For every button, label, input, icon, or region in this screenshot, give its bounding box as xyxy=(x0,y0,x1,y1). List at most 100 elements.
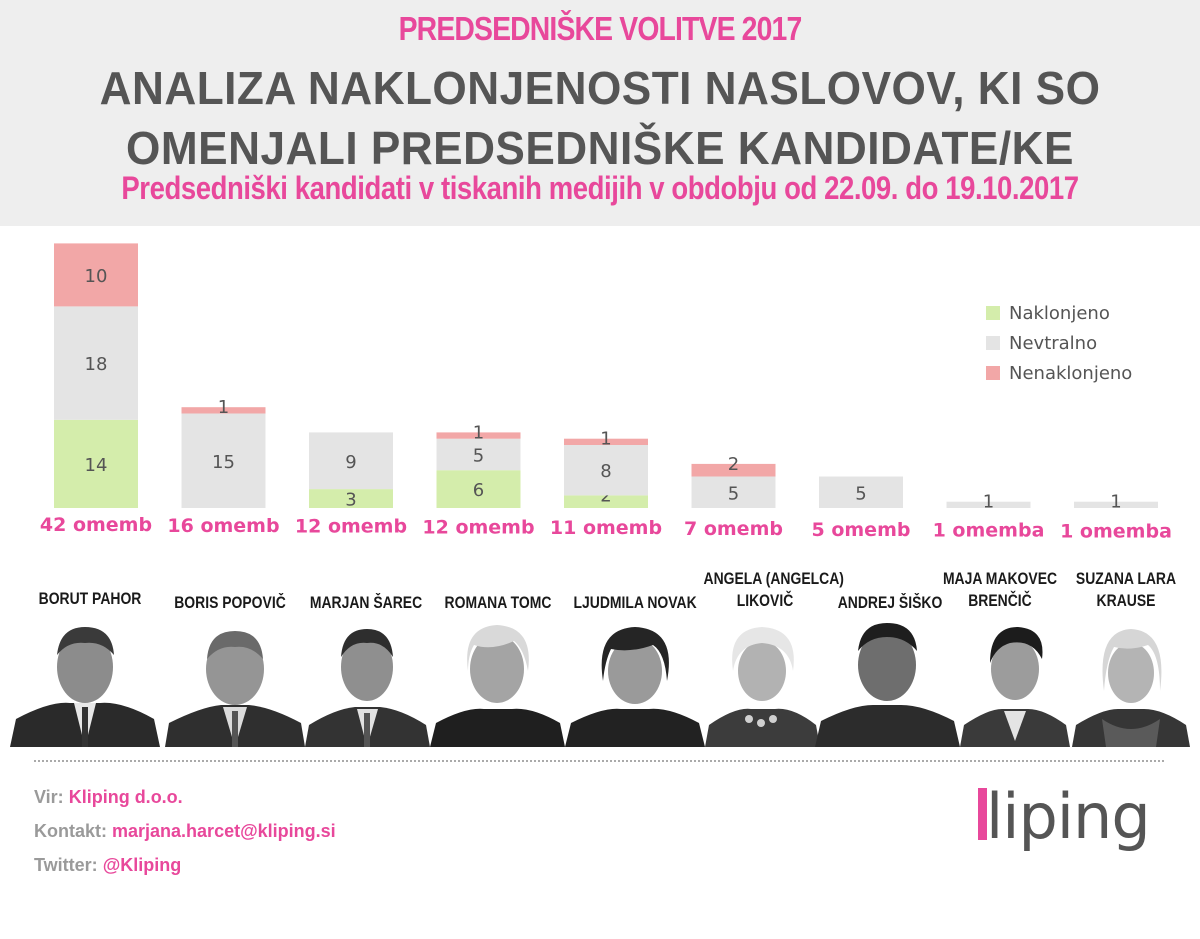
footer-divider xyxy=(34,760,1164,762)
candidate-name-line-1: BORIS POPOVIČ xyxy=(174,593,286,612)
bar-value-label: 5 xyxy=(855,483,866,504)
bar-value-label: 1 xyxy=(600,429,611,450)
bar-segment-nevtralno xyxy=(946,501,1031,508)
bar-value-label: 1 xyxy=(473,422,484,443)
candidate-name-line-1: BORUT PAHOR xyxy=(38,589,142,608)
bar-segment-nenaklonjeno xyxy=(691,463,776,477)
candidate-name-line-2: KRAUSE xyxy=(1096,591,1156,610)
candidate-name-line-1: ANGELA (ANGELCA) xyxy=(703,569,844,588)
supertitle: PREDSEDNIŠKE VOLITVE 2017 xyxy=(398,10,803,47)
bar-total-label: 1 omemba xyxy=(933,520,1045,542)
contact-email-link[interactable]: marjana.harcet@kliping.si xyxy=(112,821,336,841)
bar-value-label: 1 xyxy=(983,492,994,513)
bar-segment-nevtralno xyxy=(436,438,521,471)
candidate-name: LJUDMILA NOVAK xyxy=(574,592,697,614)
bar-value-label: 2 xyxy=(600,485,611,506)
bar-segment-nevtralno xyxy=(54,306,138,420)
legend-swatch-naklonjeno xyxy=(986,306,1000,320)
subtitle: Predsedniški kandidati v tiskanih mediji… xyxy=(121,170,1079,206)
header-banner: PREDSEDNIŠKE VOLITVE 2017 ANALIZA NAKLON… xyxy=(0,0,1200,226)
contact-label: Kontakt: xyxy=(34,821,107,841)
bar-value-label: 9 xyxy=(345,452,356,473)
bar-value-label: 5 xyxy=(473,445,484,466)
bar-value-label: 10 xyxy=(85,266,108,287)
legend-label-naklonjeno: Naklonjeno xyxy=(1009,302,1110,324)
bar-segment-nenaklonjeno xyxy=(564,438,648,445)
candidate-photo xyxy=(165,631,305,747)
bar-total-label: 11 omemb xyxy=(550,517,662,539)
legend-swatch-nenaklonjeno xyxy=(986,366,1000,380)
bar-total-label: 1 omemba xyxy=(1060,520,1172,542)
candidate-name-line-2: LIKOVIČ xyxy=(736,591,794,610)
candidate-name-line-1: ROMANA TOMC xyxy=(444,593,552,612)
candidate-photo xyxy=(815,623,960,747)
footer-info: Vir: Kliping d.o.o. Kontakt: marjana.har… xyxy=(34,787,336,889)
candidate-name: ANDREJ ŠIŠKO xyxy=(833,592,948,614)
bar-value-label: 5 xyxy=(728,483,739,504)
bar-segment-naklonjeno xyxy=(436,470,521,508)
candidate-name-line-1: ANDREJ ŠIŠKO xyxy=(837,593,943,612)
candidate-name: SUZANA LARA KRAUSE xyxy=(1069,568,1184,612)
candidate-photo xyxy=(960,627,1070,747)
bar-segment-naklonjeno xyxy=(309,489,393,508)
bar-value-label: 3 xyxy=(345,490,356,511)
bar-segment-nenaklonjeno xyxy=(54,243,138,307)
bar-total-label: 12 omemb xyxy=(422,516,534,538)
candidate-photo xyxy=(705,627,820,747)
legend-label-nenaklonjeno: Nenaklonjeno xyxy=(1009,362,1133,384)
candidate-name-line-1: LJUDMILA NOVAK xyxy=(573,593,697,612)
candidate-name: BORUT PAHOR xyxy=(33,588,148,610)
candidate-name: ANGELA (ANGELCA) LIKOVIČ xyxy=(703,568,844,612)
bar-value-label: 2 xyxy=(728,454,739,475)
source-value: Kliping d.o.o. xyxy=(68,787,183,807)
chart-legend: Naklonjeno Nevtralno Nenaklonjeno xyxy=(986,298,1132,388)
bar-segment-naklonjeno xyxy=(564,495,648,508)
candidate-name: MARJAN ŠAREC xyxy=(309,592,424,614)
bar-value-label: 8 xyxy=(600,461,611,482)
candidate-name-line-1: SUZANA LARA xyxy=(1075,569,1177,588)
bar-value-label: 18 xyxy=(85,354,108,375)
candidate-name-line-1: MARJAN ŠAREC xyxy=(309,593,423,612)
twitter-label: Twitter: xyxy=(34,855,98,875)
main-title: ANALIZA NAKLONJENOSTI NASLOVOV, KI SO OM… xyxy=(24,58,1176,178)
candidate-name-line-1: MAJA MAKOVEC xyxy=(942,569,1058,588)
twitter-handle-link[interactable]: @Kliping xyxy=(102,855,182,875)
bar-total-label: 16 omemb xyxy=(167,515,279,537)
candidate-photo xyxy=(10,627,160,747)
bar-segment-nenaklonjeno xyxy=(436,432,521,439)
bar-value-label: 6 xyxy=(473,480,484,501)
bar-total-label: 42 omemb xyxy=(40,514,152,536)
legend-swatch-nevtralno xyxy=(986,336,1000,350)
candidate-photo xyxy=(565,627,705,747)
bar-segment-nevtralno xyxy=(819,476,903,508)
kliping-logo: liping xyxy=(978,782,1151,853)
bar-segment-nevtralno xyxy=(564,445,648,496)
bar-segment-nevtralno xyxy=(691,476,776,508)
svg-text:liping: liping xyxy=(986,782,1150,853)
bar-segment-nevtralno xyxy=(1074,501,1158,508)
footer-source: Vir: Kliping d.o.o. xyxy=(34,787,336,821)
legend-item-naklonjeno: Naklonjeno xyxy=(986,298,1132,328)
footer-contact: Kontakt: marjana.harcet@kliping.si xyxy=(34,821,336,855)
bar-segment-nevtralno xyxy=(309,432,393,490)
bar-total-label: 7 omemb xyxy=(684,518,783,540)
candidate-name-line-2: BRENČIČ xyxy=(968,591,1032,610)
candidate-photo xyxy=(430,625,565,747)
legend-label-nevtralno: Nevtralno xyxy=(1009,332,1098,354)
candidate-name: BORIS POPOVIČ xyxy=(173,592,288,614)
bar-value-label: 14 xyxy=(85,455,108,476)
candidate-name: ROMANA TOMC xyxy=(441,592,556,614)
bar-segment-naklonjeno xyxy=(54,419,138,508)
bar-value-label: 15 xyxy=(212,452,235,473)
footer-twitter: Twitter: @Kliping xyxy=(34,855,336,889)
bar-total-label: 5 omemb xyxy=(812,519,911,541)
candidate-name: MAJA MAKOVEC BRENČIČ xyxy=(943,568,1058,612)
legend-item-nenaklonjeno: Nenaklonjeno xyxy=(986,358,1132,388)
candidate-names: BORUT PAHOR BORIS POPOVIČ MARJAN ŠAREC R… xyxy=(0,560,1200,620)
bar-segment-nenaklonjeno xyxy=(181,407,266,414)
legend-item-nevtralno: Nevtralno xyxy=(986,328,1132,358)
bar-value-label: 1 xyxy=(1110,492,1121,513)
main-title-line-2: OMENJALI PREDSEDNIŠKE KANDIDATE/KE xyxy=(126,122,1074,174)
main-title-line-1: ANALIZA NAKLONJENOSTI NASLOVOV, KI SO xyxy=(99,62,1101,114)
candidate-photo xyxy=(305,629,430,747)
